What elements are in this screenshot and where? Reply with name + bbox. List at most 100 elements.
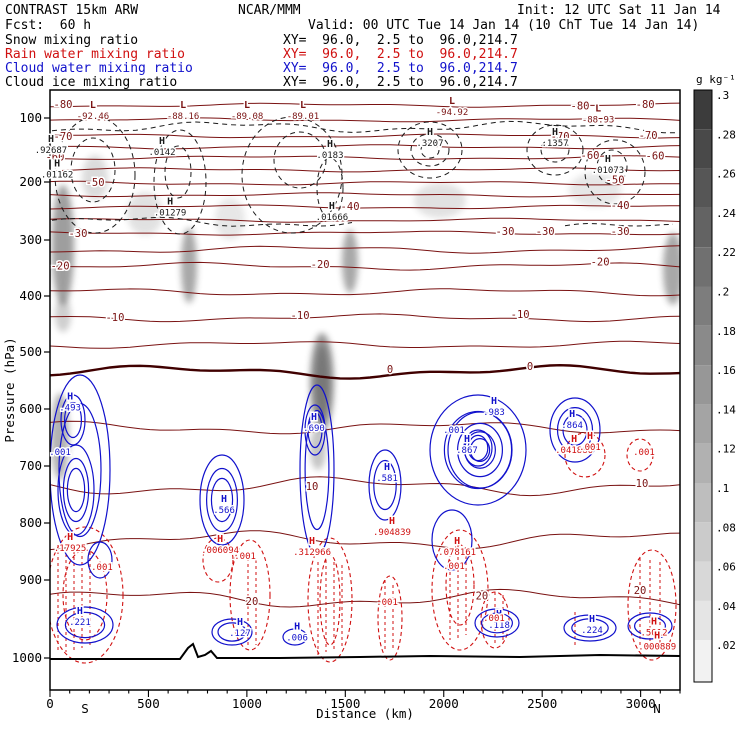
svg-text:H: H [217, 534, 223, 545]
svg-text:-70: -70 [639, 130, 658, 142]
svg-text:.1357: .1357 [541, 139, 568, 149]
legend-snow-range: XY= 96.0, 2.5 to 96.0,214.7 [283, 33, 518, 48]
svg-text:.22: .22 [716, 246, 736, 259]
svg-text:1500: 1500 [330, 696, 360, 711]
model-title: CONTRAST 15km ARW [5, 3, 139, 18]
svg-text:H: H [167, 197, 173, 208]
svg-text:500: 500 [137, 696, 160, 711]
svg-text:Distance (km): Distance (km) [316, 706, 414, 721]
svg-text:-30: -30 [611, 226, 630, 238]
svg-text:10: 10 [306, 481, 319, 493]
svg-text:.3: .3 [716, 89, 729, 102]
svg-text:H: H [77, 606, 83, 617]
svg-text:.01666: .01666 [316, 213, 349, 223]
svg-text:.983: .983 [483, 408, 505, 418]
svg-text:-10: -10 [291, 310, 310, 322]
svg-text:.04: .04 [716, 600, 736, 613]
svg-text:.690: .690 [303, 424, 325, 434]
svg-text:.06: .06 [716, 561, 736, 574]
svg-text:10: 10 [636, 478, 649, 490]
svg-text:700: 700 [19, 458, 42, 473]
svg-text:-80: -80 [636, 99, 655, 111]
svg-text:-88.93: -88.93 [582, 115, 615, 125]
svg-text:N: N [653, 701, 661, 716]
svg-text:-30: -30 [536, 226, 555, 238]
svg-text:H: H [159, 136, 165, 147]
svg-text:.01279: .01279 [154, 209, 187, 219]
svg-text:0: 0 [46, 696, 54, 711]
svg-text:H: H [327, 139, 333, 150]
svg-text:1000: 1000 [12, 650, 42, 665]
svg-text:300: 300 [19, 232, 42, 247]
svg-text:L: L [180, 100, 186, 111]
svg-text:0: 0 [527, 361, 533, 373]
svg-text:.0183: .0183 [316, 151, 343, 161]
svg-text:H: H [589, 614, 595, 625]
svg-text:800: 800 [19, 515, 42, 530]
svg-text:H: H [237, 617, 243, 628]
svg-text:200: 200 [19, 174, 42, 189]
svg-text:H: H [427, 127, 433, 138]
legend-cloud-ice-label: Cloud ice mixing ratio [5, 75, 178, 90]
svg-text:.001: .001 [633, 448, 655, 458]
svg-text:-80: -80 [54, 99, 73, 111]
svg-text:S: S [81, 701, 89, 716]
svg-text:.118: .118 [488, 621, 510, 631]
svg-text:.02: .02 [716, 639, 736, 652]
svg-text:H: H [67, 532, 73, 543]
svg-text:.92687: .92687 [35, 146, 68, 156]
svg-text:.001: .001 [376, 598, 398, 608]
svg-text:.001: .001 [579, 443, 601, 453]
svg-text:H: H [571, 434, 577, 445]
svg-text:.28: .28 [716, 128, 736, 141]
svg-text:H: H [389, 516, 395, 527]
svg-text:900: 900 [19, 572, 42, 587]
svg-text:.3207: .3207 [416, 139, 443, 149]
svg-text:-89.01: -89.01 [287, 112, 320, 122]
svg-text:.5012: .5012 [640, 628, 667, 638]
svg-text:20: 20 [246, 596, 259, 608]
svg-text:-94.92: -94.92 [436, 108, 469, 118]
svg-text:.18: .18 [716, 325, 736, 338]
svg-text:H: H [569, 409, 575, 420]
svg-text:-70: -70 [551, 131, 570, 143]
valid-time: Valid: 00 UTC Tue 14 Jan 14 (10 ChT Tue … [308, 18, 700, 33]
rain-water-contours [50, 432, 677, 664]
svg-text:H: H [654, 630, 660, 641]
svg-text:.01162: .01162 [41, 170, 74, 180]
legend-rain: Rain water mixing ratio XY= 96.0, 2.5 to… [0, 47, 740, 62]
svg-text:-20: -20 [51, 260, 70, 272]
svg-text:-10: -10 [105, 312, 124, 324]
svg-text:-60: -60 [646, 150, 665, 162]
svg-text:.867: .867 [456, 446, 478, 456]
svg-text:H: H [552, 127, 558, 138]
svg-text:.581: .581 [376, 474, 398, 484]
svg-text:-60: -60 [581, 150, 600, 162]
svg-text:0: 0 [387, 364, 393, 376]
svg-text:-60: -60 [45, 152, 64, 164]
svg-text:2000: 2000 [429, 696, 459, 711]
svg-text:-30: -30 [68, 228, 87, 240]
cloud-ice-contours [51, 116, 676, 235]
svg-text:-10: -10 [511, 309, 530, 321]
svg-text:-40: -40 [341, 201, 360, 213]
svg-text:.904839: .904839 [373, 528, 411, 538]
svg-text:3000: 3000 [626, 696, 656, 711]
terrain-line [50, 642, 680, 660]
svg-text:-89.08: -89.08 [231, 112, 264, 122]
svg-text:.001: .001 [483, 614, 505, 624]
svg-text:H: H [311, 412, 317, 423]
svg-text:L: L [449, 96, 455, 107]
svg-text:.041886: .041886 [555, 446, 593, 456]
forecast-hour: Fcst: 60 h [5, 18, 92, 33]
svg-text:.006094: .006094 [201, 546, 239, 556]
svg-text:.001: .001 [49, 448, 71, 458]
svg-text:H: H [464, 434, 470, 445]
svg-text:H: H [454, 536, 460, 547]
svg-text:H: H [329, 201, 335, 212]
legend-cloud-water-range: XY= 96.0, 2.5 to 96.0,214.7 [283, 61, 518, 76]
svg-text:.1: .1 [716, 482, 729, 495]
legend-cloud-ice-range: XY= 96.0, 2.5 to 96.0,214.7 [283, 75, 518, 90]
